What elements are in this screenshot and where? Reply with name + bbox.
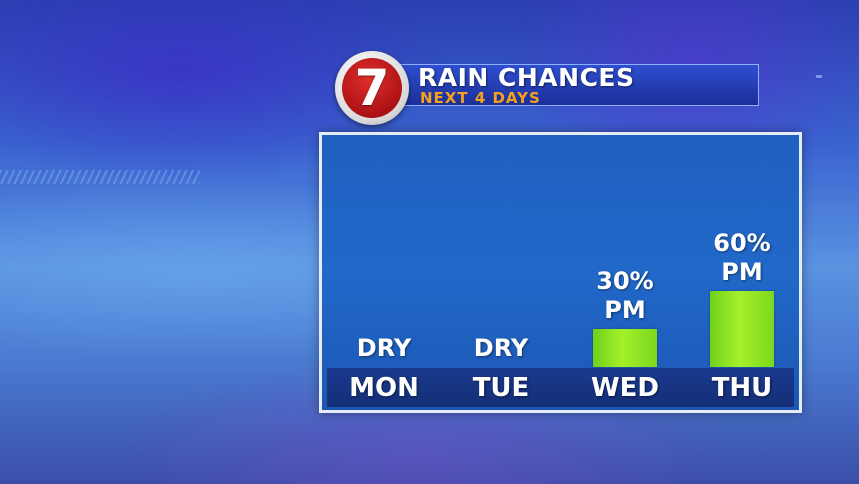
- plot-area: DRY DRY 30% PM 60% PM: [322, 135, 799, 367]
- day-label-wed: WED: [590, 373, 660, 403]
- data-label-mon-1: DRY: [356, 334, 412, 362]
- bar-wed: [593, 329, 657, 367]
- data-label-tue-1: DRY: [473, 334, 529, 362]
- day-label-tue: TUE: [472, 373, 530, 403]
- day-label-thu: THU: [711, 373, 773, 403]
- data-label-wed-1: 30%: [596, 267, 654, 296]
- station-logo: 7: [335, 51, 409, 125]
- chart-subtitle: NEXT 4 DAYS: [420, 89, 541, 107]
- day-label-mon: MON: [349, 373, 419, 403]
- title-banner: [400, 64, 759, 106]
- data-label-thu-1: 60%: [713, 229, 771, 258]
- background-tick: [816, 75, 822, 78]
- bar-thu: [710, 291, 774, 367]
- station-logo-red-disc: 7: [342, 58, 402, 118]
- station-logo-number: 7: [354, 59, 390, 117]
- background-streak: [0, 170, 200, 184]
- chart-panel: DRY DRY 30% PM 60% PM MON TUE WED THU: [319, 132, 802, 413]
- data-label-wed-2: PM: [604, 296, 646, 325]
- day-label-strip: [327, 368, 794, 407]
- data-label-thu-2: PM: [721, 258, 763, 287]
- chart-title: RAIN CHANCES: [418, 63, 635, 92]
